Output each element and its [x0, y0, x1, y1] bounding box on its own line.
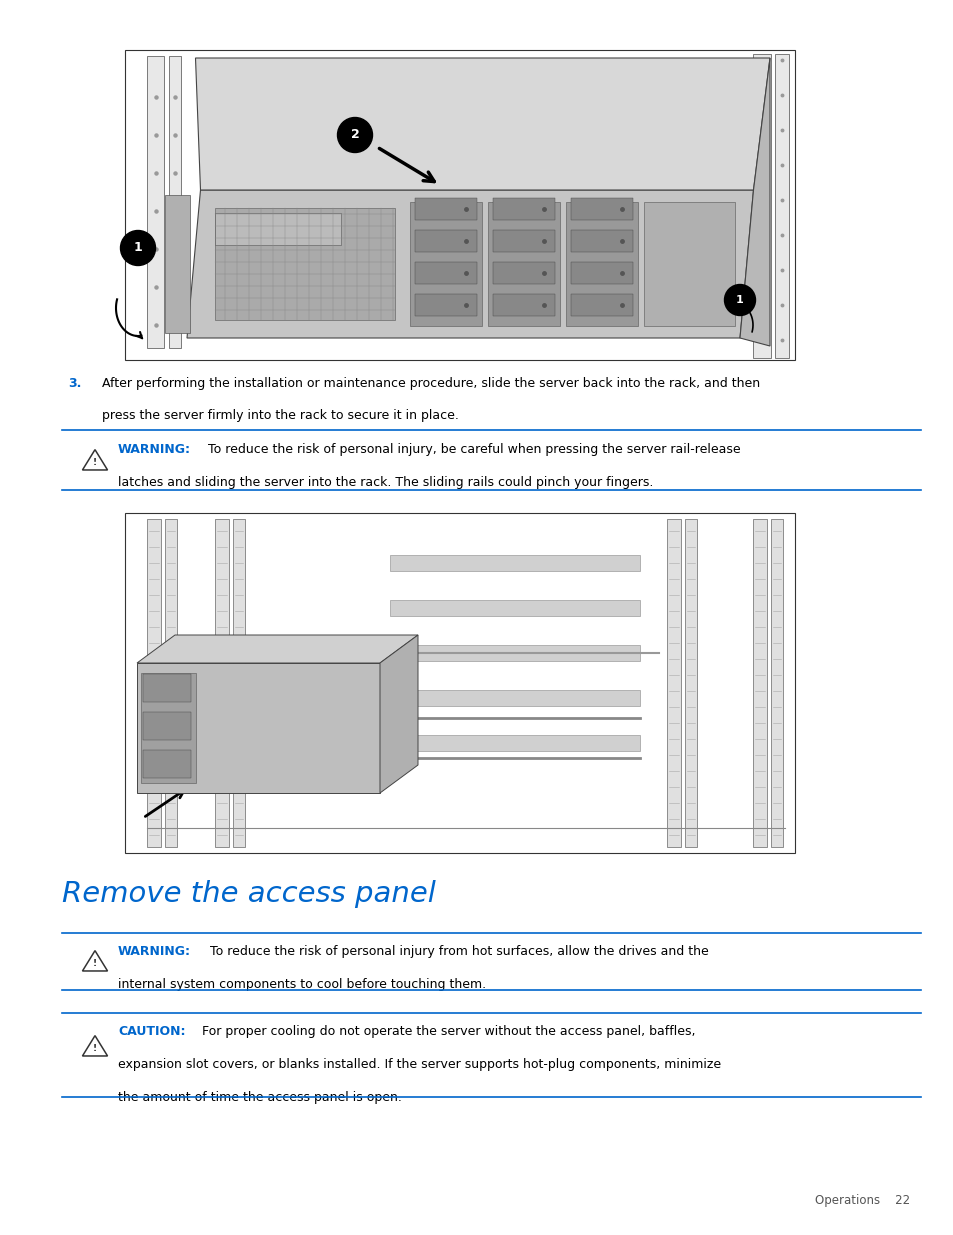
Text: WARNING:: WARNING: [118, 443, 191, 456]
Circle shape [337, 117, 372, 152]
Text: latches and sliding the server into the rack. The sliding rails could pinch your: latches and sliding the server into the … [118, 475, 653, 489]
Bar [410, 203, 481, 326]
Bar [493, 230, 555, 252]
Bar [125, 49, 794, 359]
Text: To reduce the risk of personal injury from hot surfaces, allow the drives and th: To reduce the risk of personal injury fr… [210, 945, 708, 958]
Bar [571, 294, 633, 316]
Text: WARNING:: WARNING: [118, 945, 191, 958]
Bar [415, 198, 476, 220]
Text: 1: 1 [133, 242, 142, 254]
Bar [415, 294, 476, 316]
Bar [165, 195, 190, 333]
Text: expansion slot covers, or blanks installed. If the server supports hot-plug comp: expansion slot covers, or blanks install… [118, 1058, 720, 1071]
Polygon shape [137, 635, 417, 663]
Bar [415, 230, 476, 252]
Text: CAUTION:: CAUTION: [118, 1025, 185, 1037]
Bar [390, 645, 639, 661]
Bar [147, 519, 161, 847]
Text: Operations    22: Operations 22 [814, 1194, 909, 1207]
Bar [565, 203, 638, 326]
Bar [214, 519, 229, 847]
Polygon shape [379, 635, 417, 793]
Bar [165, 519, 177, 847]
Polygon shape [187, 190, 753, 338]
Bar [770, 519, 782, 847]
Bar [143, 674, 191, 701]
Bar [643, 203, 734, 326]
Bar [488, 203, 559, 326]
Text: !: ! [92, 1045, 97, 1053]
Bar [233, 519, 245, 847]
Circle shape [120, 231, 155, 266]
Text: the amount of time the access panel is open.: the amount of time the access panel is o… [118, 1091, 401, 1104]
Text: To reduce the risk of personal injury, be careful when pressing the server rail-: To reduce the risk of personal injury, b… [208, 443, 740, 456]
Bar [125, 513, 794, 853]
Bar [493, 198, 555, 220]
Bar [147, 56, 164, 348]
Bar [141, 673, 195, 783]
Text: 1: 1 [736, 295, 743, 305]
Polygon shape [740, 58, 769, 346]
Bar [752, 519, 766, 847]
Text: For proper cooling do not operate the server without the access panel, baffles,: For proper cooling do not operate the se… [202, 1025, 695, 1037]
Text: 2: 2 [351, 128, 359, 142]
Text: internal system components to cool before touching them.: internal system components to cool befor… [118, 978, 486, 990]
Bar [214, 212, 340, 245]
Bar [169, 56, 181, 348]
Bar [666, 519, 680, 847]
Bar [493, 294, 555, 316]
Circle shape [723, 284, 755, 315]
Polygon shape [137, 663, 379, 793]
Text: press the server firmly into the rack to secure it in place.: press the server firmly into the rack to… [102, 409, 458, 422]
Bar [143, 713, 191, 740]
Bar [415, 262, 476, 284]
Bar [390, 600, 639, 616]
Bar [493, 262, 555, 284]
Bar [143, 750, 191, 778]
Bar [571, 262, 633, 284]
Bar [390, 690, 639, 706]
Bar [390, 555, 639, 571]
Bar [571, 230, 633, 252]
Text: !: ! [92, 458, 97, 468]
Bar [684, 519, 697, 847]
Bar [774, 54, 788, 358]
Text: 3.: 3. [68, 377, 81, 390]
Bar [390, 735, 639, 751]
Bar [571, 198, 633, 220]
Text: After performing the installation or maintenance procedure, slide the server bac: After performing the installation or mai… [102, 377, 760, 390]
Bar [752, 54, 770, 358]
Bar [214, 207, 395, 320]
Text: Remove the access panel: Remove the access panel [62, 881, 436, 908]
Text: !: ! [92, 960, 97, 968]
Polygon shape [195, 58, 769, 190]
